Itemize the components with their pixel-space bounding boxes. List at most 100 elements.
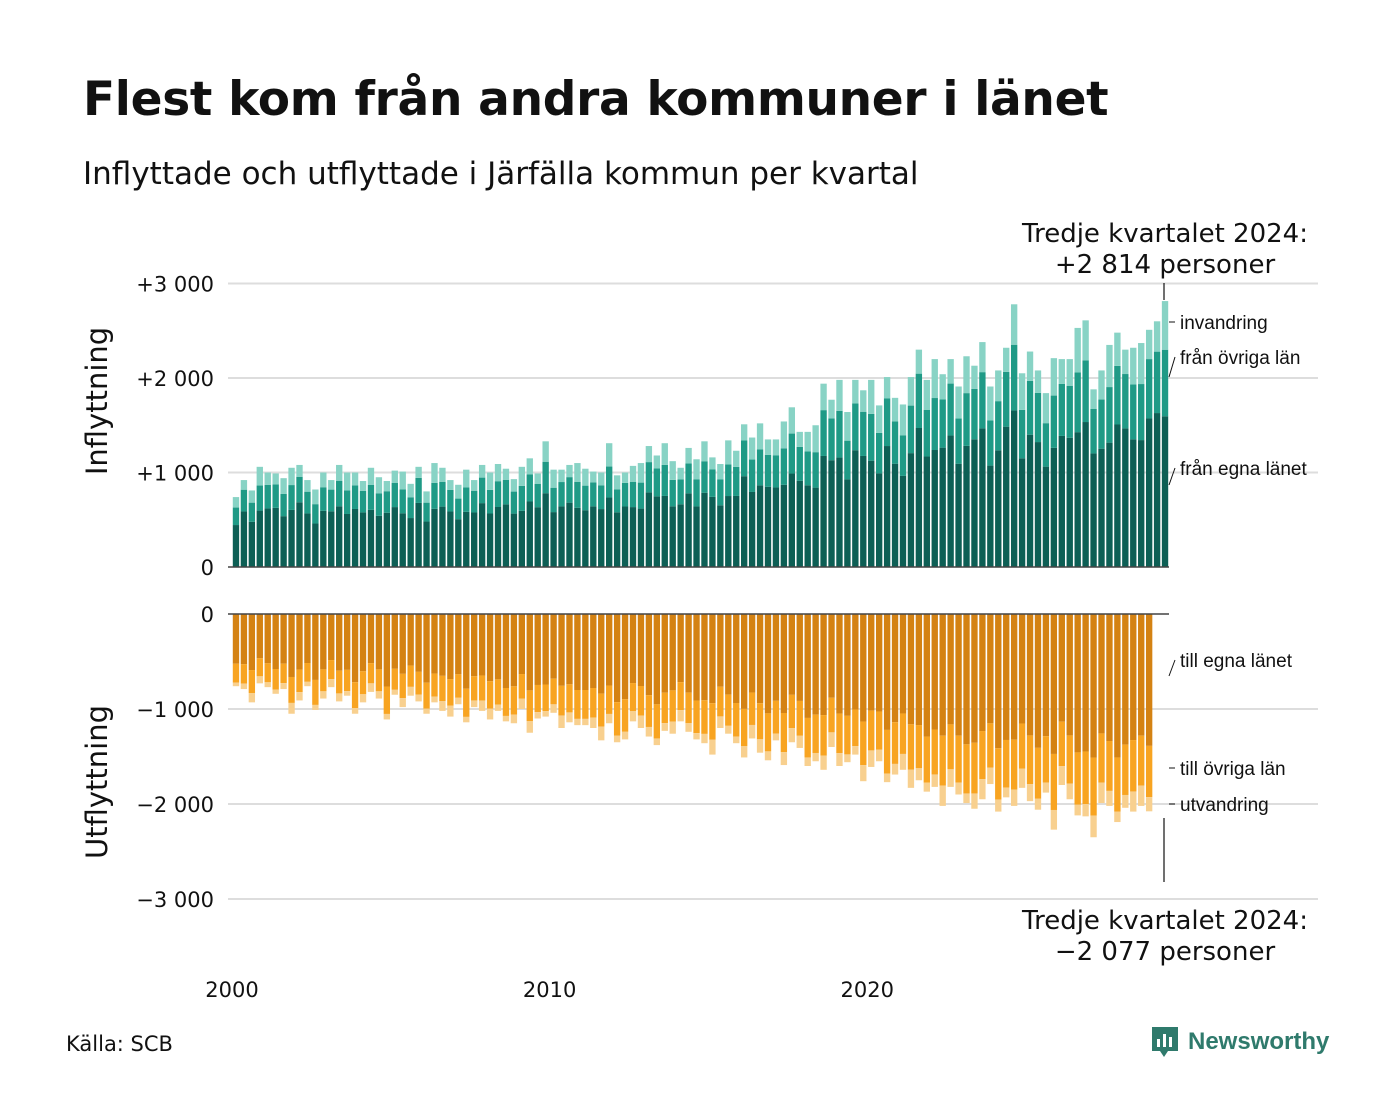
bar-in-own-county (1074, 432, 1081, 567)
bar-out-own-county (359, 614, 367, 672)
bar-in-immigration (764, 439, 772, 455)
bar-in-own-county (717, 505, 724, 567)
bar-out-emigration (1130, 791, 1137, 812)
bar-in-other-counties (709, 469, 716, 497)
bar-in-immigration (566, 464, 573, 478)
bar-in-immigration (336, 464, 343, 481)
bar-out-emigration (915, 768, 923, 781)
bar-out-other-counties (240, 664, 248, 684)
bar-in-immigration (1074, 327, 1081, 373)
bar-in-own-county (582, 510, 589, 567)
bar-in-immigration (661, 443, 668, 465)
bar-in-other-counties (828, 418, 835, 461)
bar-in-immigration (502, 468, 510, 480)
bar-in-immigration (987, 386, 994, 421)
bar-out-emigration (320, 691, 327, 699)
bar-in-other-counties (621, 482, 629, 507)
bar-in-other-counties (740, 440, 748, 477)
bar-out-own-county (995, 614, 1002, 749)
bar-in-other-counties (407, 497, 414, 519)
y-tick-label-out: −2 000 (136, 793, 214, 817)
bar-in-other-counties (947, 383, 954, 436)
bar-in-other-counties (883, 398, 891, 447)
bar-out-own-county (336, 614, 343, 671)
bar-in-immigration (740, 424, 748, 441)
bar-in-own-county (423, 521, 430, 567)
bar-out-own-county (748, 614, 756, 693)
bar-out-own-county (907, 614, 915, 725)
bar-out-emigration (518, 698, 526, 709)
bar-out-own-county (955, 614, 962, 736)
bar-out-emigration (860, 765, 867, 782)
y-axis-label-out: Utflyttning (80, 705, 114, 859)
bar-out-other-counties (653, 704, 661, 739)
bar-out-own-county (248, 614, 256, 671)
bar-in-own-county (550, 512, 557, 567)
bar-out-emigration (407, 686, 414, 696)
bar-out-emigration (661, 723, 668, 731)
bar-in-other-counties (796, 446, 803, 481)
bar-in-immigration (391, 470, 398, 483)
bar-in-own-county (860, 455, 867, 567)
bar-out-own-county (836, 614, 843, 714)
bar-in-other-counties (1003, 371, 1010, 427)
bar-in-own-county (415, 502, 422, 567)
bar-out-other-counties (1018, 723, 1026, 769)
bar-out-own-county (796, 614, 803, 701)
bar-in-other-counties (590, 482, 597, 507)
bar-out-other-counties (367, 663, 375, 684)
bar-out-own-county (296, 614, 303, 670)
bar-out-emigration (717, 716, 724, 728)
bar-out-own-county (463, 614, 470, 689)
bar-in-immigration (431, 463, 438, 483)
bar-in-other-counties (558, 482, 565, 507)
bar-in-own-county (1003, 426, 1010, 567)
bar-in-other-counties (915, 373, 923, 428)
bar-in-immigration (812, 425, 819, 453)
bar-in-other-counties (463, 487, 470, 512)
bar-out-other-counties (804, 717, 811, 758)
bar-out-own-county (733, 614, 740, 704)
bar-in-own-county (296, 502, 303, 567)
bar-out-own-county (693, 614, 700, 701)
y-tick-label-out: 0 (201, 603, 214, 627)
bar-out-emigration (248, 693, 256, 703)
bar-out-other-counties (645, 695, 653, 727)
bar-out-other-counties (439, 675, 446, 702)
bar-out-other-counties (566, 684, 573, 713)
bar-out-emigration (359, 694, 367, 703)
bar-in-own-county (1066, 437, 1073, 567)
bar-out-other-counties (685, 692, 692, 724)
bar-out-emigration (1082, 804, 1089, 817)
bar-out-other-counties (621, 699, 629, 732)
bar-out-other-counties (415, 671, 422, 695)
newsworthy-logo: Newsworthy (1150, 1025, 1329, 1059)
bar-in-own-county (359, 512, 367, 567)
bar-out-own-county (264, 614, 271, 664)
bar-out-emigration (1114, 811, 1121, 823)
bar-out-other-counties (764, 713, 772, 752)
bar-out-own-county (645, 614, 653, 696)
bar-in-other-counties (272, 484, 279, 508)
bar-in-immigration (1138, 343, 1145, 385)
bar-out-emigration (629, 710, 637, 722)
bar-out-other-counties (923, 736, 930, 783)
bar-in-other-counties (375, 493, 383, 516)
bar-out-other-counties (248, 670, 256, 694)
bar-in-other-counties (1066, 385, 1073, 438)
bar-in-other-counties (1018, 409, 1026, 459)
bar-out-emigration (653, 738, 661, 746)
bar-out-other-counties (542, 684, 549, 712)
bar-in-immigration (836, 379, 843, 411)
bar-out-own-county (661, 614, 668, 693)
bar-out-other-counties (455, 674, 462, 698)
bar-in-own-county (1090, 453, 1097, 567)
bar-in-own-county (995, 450, 1002, 567)
bar-out-other-counties (463, 688, 470, 717)
bar-in-own-county (280, 516, 287, 567)
bar-out-emigration (709, 739, 716, 755)
bar-out-own-county (1106, 614, 1113, 742)
bar-in-other-counties (415, 477, 422, 503)
bar-in-immigration (653, 455, 661, 469)
bar-in-immigration (685, 447, 692, 464)
